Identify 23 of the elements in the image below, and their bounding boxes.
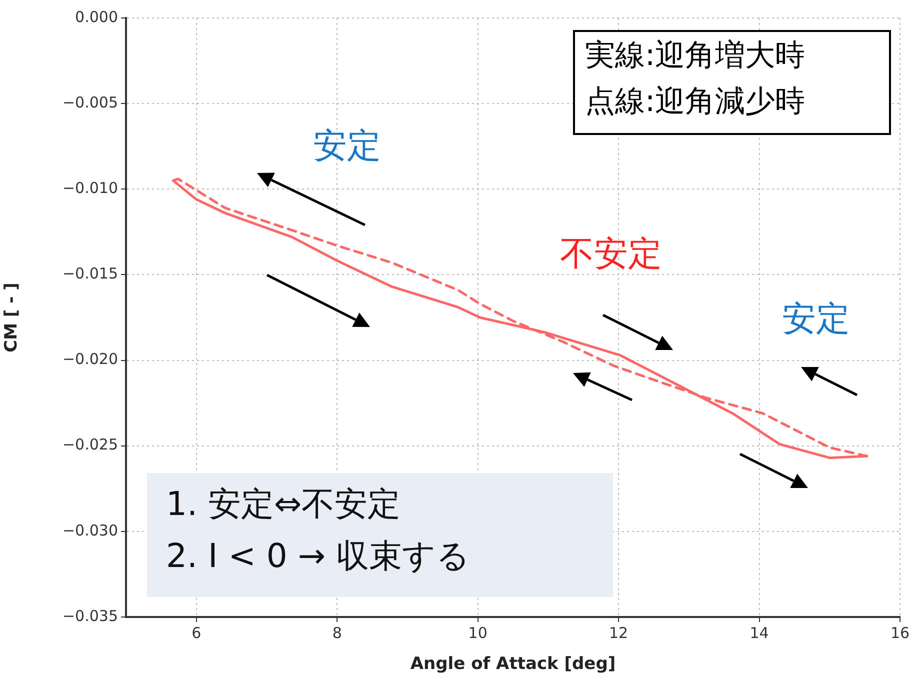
x-tick-label: 14: [750, 624, 769, 642]
y-tick-label: −0.015: [62, 264, 118, 283]
annotation: 点線:迎角減少時: [585, 84, 806, 120]
x-tick-label: 8: [332, 624, 342, 642]
x-tick-label: 16: [890, 624, 910, 642]
x-tick-label: 6: [192, 624, 202, 642]
y-tick-label: −0.010: [62, 179, 118, 198]
x-axis-title: Angle of Attack [deg]: [410, 654, 616, 674]
annotation: 1. 安定⇔不安定: [166, 484, 401, 524]
x-tick-label: 10: [468, 624, 488, 642]
annotation: 2. I < 0 → 収束する: [166, 536, 470, 576]
y-tick-label: −0.025: [62, 436, 118, 454]
x-tick-label: 12: [609, 624, 628, 642]
annotation: 安定: [782, 299, 850, 340]
y-tick-label: 0.000: [75, 8, 118, 26]
y-tick-label: −0.030: [62, 521, 118, 540]
y-axis-title: CM [ - ]: [2, 282, 22, 352]
y-tick-label: −0.035: [62, 606, 118, 625]
y-tick-label: −0.005: [62, 93, 118, 112]
y-tick-label: −0.020: [62, 350, 118, 368]
annotation: 安定: [313, 126, 381, 167]
annotation: 実線:迎角増大時: [585, 38, 806, 74]
annotation: 不安定: [560, 234, 662, 275]
